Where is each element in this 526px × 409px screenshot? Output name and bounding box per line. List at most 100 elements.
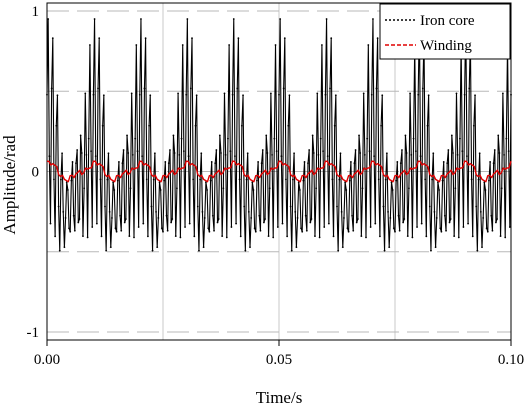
data-point: [75, 162, 77, 165]
data-point: [170, 221, 173, 224]
data-point: [281, 222, 284, 225]
data-point: [228, 44, 231, 46]
data-point: [398, 229, 401, 232]
data-point: [324, 93, 327, 96]
data-point: [454, 187, 457, 190]
data-point: [188, 222, 191, 225]
data-point: [343, 217, 345, 219]
data-point: [471, 235, 474, 238]
data-point: [375, 87, 378, 90]
data-point: [406, 235, 409, 237]
data-point: [61, 152, 63, 155]
data-point: [461, 150, 464, 153]
data-point: [472, 124, 475, 127]
data-point: [164, 161, 167, 163]
data-point: [92, 93, 95, 96]
data-point: [108, 211, 111, 213]
data-point: [259, 229, 262, 232]
data-point: [187, 155, 190, 158]
data-point: [138, 93, 141, 96]
data-point: [253, 227, 256, 230]
data-point: [216, 221, 219, 224]
ticks-layer: 0.00 0.05 0.10 -1 0 1: [27, 4, 525, 368]
data-point: [278, 93, 280, 96]
data-point: [443, 214, 446, 217]
data-point: [322, 150, 324, 153]
data-point: [331, 178, 334, 181]
data-point: [53, 178, 55, 181]
data-point: [199, 178, 202, 181]
data-point: [339, 152, 342, 155]
data-point: [428, 205, 431, 208]
data-point: [266, 152, 269, 154]
data-point: [225, 236, 228, 239]
data-point: [288, 94, 291, 97]
data-point: [245, 178, 248, 181]
data-point: [186, 18, 189, 20]
data-point: [482, 217, 485, 219]
data-point: [166, 229, 169, 232]
data-point: [78, 218, 81, 220]
data-point: [369, 226, 372, 228]
data-point: [414, 150, 417, 153]
data-point: [399, 162, 402, 165]
data-point: [301, 230, 304, 233]
data-point: [348, 179, 351, 182]
data-point: [220, 152, 222, 154]
data-point: [504, 236, 507, 239]
data-point: [411, 236, 414, 239]
data-point: [336, 205, 338, 208]
data-point: [300, 227, 302, 230]
data-point: [499, 235, 502, 237]
data-point: [72, 214, 75, 217]
data-point: [240, 124, 243, 127]
series-layer: [46, 18, 512, 252]
data-point: [131, 153, 134, 156]
data-point: [165, 214, 168, 217]
data-point: [118, 161, 120, 163]
data-point: [151, 249, 154, 252]
data-point: [334, 94, 337, 97]
data-point: [394, 230, 396, 233]
data-point: [192, 178, 195, 181]
y-axis-title: Amplitude/rad: [0, 135, 19, 235]
data-point: [380, 124, 382, 127]
data-point: [355, 221, 358, 224]
legend: Iron core Winding: [379, 3, 511, 60]
data-point: [98, 37, 101, 40]
data-point: [69, 230, 72, 233]
data-point: [123, 221, 126, 224]
data-point: [128, 235, 131, 237]
data-point: [144, 37, 147, 40]
data-point: [498, 152, 501, 154]
data-point: [345, 189, 348, 191]
data-point: [377, 178, 380, 181]
data-point: [373, 155, 376, 158]
data-point: [353, 162, 356, 165]
data-point: [323, 226, 326, 228]
data-point: [496, 218, 498, 220]
data-point: [332, 235, 335, 238]
data-point: [293, 152, 295, 155]
data-point: [273, 137, 276, 140]
data-point: [467, 222, 469, 225]
data-point: [425, 235, 428, 238]
data-point: [361, 187, 364, 190]
data-point: [55, 124, 58, 127]
data-point: [104, 205, 106, 208]
data-point: [431, 178, 434, 181]
data-point: [95, 222, 98, 225]
data-point: [326, 155, 329, 158]
data-point: [84, 92, 87, 95]
data-point: [210, 161, 213, 163]
data-point: [379, 235, 381, 238]
data-point: [91, 226, 94, 228]
data-point: [510, 93, 512, 96]
data-point: [481, 246, 483, 249]
data-point: [129, 187, 132, 190]
data-point: [302, 179, 305, 182]
data-point: [366, 137, 369, 140]
data-point: [213, 229, 215, 232]
data-point: [474, 94, 476, 97]
